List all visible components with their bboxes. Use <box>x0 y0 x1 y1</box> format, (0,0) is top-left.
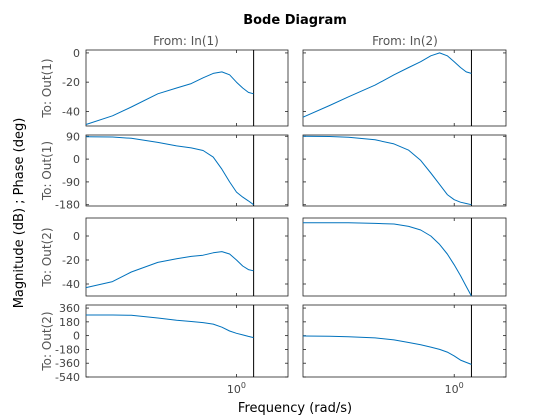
response-curve-magnitude <box>303 222 472 297</box>
panel-r3-c2 <box>302 217 507 297</box>
x-axis-label: Frequency (rad/s) <box>238 401 352 416</box>
y-tick-label: -90 <box>62 176 80 189</box>
y-tick-label: -20 <box>62 254 80 267</box>
panel-frame <box>85 304 289 378</box>
y-tick-label: 180 <box>59 316 80 329</box>
response-curve-phase <box>85 136 254 206</box>
panel-frame <box>85 49 289 127</box>
panel-frame <box>302 304 507 378</box>
panel-r1-c2 <box>302 49 507 127</box>
panel-frame <box>85 134 289 207</box>
y-tick-label: -180 <box>55 199 80 212</box>
row-title-3: To: Out(2) <box>40 227 54 287</box>
response-curve-phase <box>302 135 472 206</box>
y-tick-label: 0 <box>73 153 80 166</box>
panel-frame <box>302 217 507 297</box>
panel-r1-c1: 0 -20 -40 To: Out(1) <box>40 47 289 127</box>
response-curve-magnitude <box>85 71 254 125</box>
column-title-in2: From: In(2) <box>372 34 438 48</box>
column-title-in1: From: In(1) <box>153 34 219 48</box>
y-tick-label: -360 <box>55 357 80 370</box>
row-title-2: To: Out(1) <box>40 141 54 201</box>
y-tick-label: 0 <box>73 230 80 243</box>
y-tick-label: 0 <box>73 330 80 343</box>
panel-r2-c2 <box>302 134 507 207</box>
panel-frame <box>302 49 507 127</box>
response-curve-phase <box>86 314 254 339</box>
y-tick-label: -40 <box>62 278 80 291</box>
y-tick-label: 0 <box>73 47 80 60</box>
y-tick-label: -20 <box>62 76 80 89</box>
response-curve-magnitude <box>302 52 472 118</box>
y-axis-label: Magnitude (dB) ; Phase (deg) <box>12 118 27 309</box>
chart-title: Bode Diagram <box>243 13 347 28</box>
y-tick-label: -180 <box>55 343 80 356</box>
y-tick-label: -540 <box>55 371 80 384</box>
x-tick-label: 100 <box>445 381 464 396</box>
y-tick-label: 90 <box>66 130 80 143</box>
panel-frame <box>302 134 507 207</box>
response-curve-magnitude <box>85 251 254 289</box>
panel-r4-c2: 100 <box>302 304 507 396</box>
x-tick-label: 100 <box>227 381 246 396</box>
response-curve-phase <box>302 335 472 365</box>
y-tick-label: -40 <box>62 105 80 118</box>
y-tick-label: 360 <box>59 302 80 315</box>
panel-r3-c1: 0 -20 -40 To: Out(2) <box>40 217 289 297</box>
row-title-1: To: Out(1) <box>40 58 54 118</box>
row-title-4: To: Out(2) <box>40 311 54 371</box>
